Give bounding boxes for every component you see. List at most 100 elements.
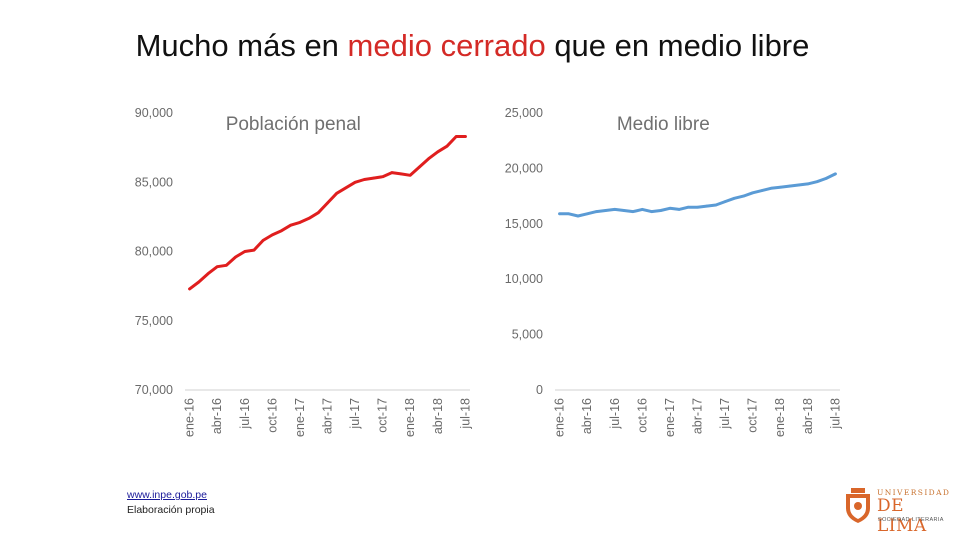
data-point: [436, 150, 440, 154]
x-tick-label: ene-18: [773, 398, 787, 437]
logo-line-2: DE LIMA: [877, 496, 927, 536]
data-point: [797, 183, 800, 187]
data-point: [622, 209, 626, 212]
data-point: [289, 223, 292, 227]
data-point: [335, 192, 338, 195]
data-point: [418, 165, 421, 169]
data-point: [464, 135, 467, 138]
data-point: [188, 287, 191, 291]
data-point: [668, 207, 672, 210]
data-point: [399, 172, 403, 176]
data-point: [197, 280, 201, 284]
universidad-de-lima-logo: UNIVERSIDAD DE LIMA SOCIEDAD LITERARIA: [843, 486, 953, 536]
data-point: [215, 265, 219, 268]
data-point: [390, 171, 394, 174]
chart-title: Medio libre: [617, 114, 710, 135]
y-tick-label: 70,000: [135, 383, 173, 397]
x-tick-label: jul-16: [238, 398, 252, 430]
x-tick-label: jul-17: [348, 398, 362, 430]
x-tick-label: oct-17: [376, 398, 390, 433]
series-line: [188, 135, 467, 291]
data-point: [834, 172, 837, 176]
logo-line-1: UNIVERSIDAD: [877, 488, 951, 497]
x-tick-label: abr-18: [431, 398, 445, 434]
data-point: [723, 200, 727, 203]
data-point: [806, 182, 810, 186]
data-point: [372, 176, 375, 180]
data-point: [631, 210, 635, 213]
data-point: [206, 272, 210, 275]
data-point: [454, 135, 458, 138]
data-point: [271, 233, 274, 237]
title-highlight: medio cerrado: [347, 28, 546, 63]
x-tick-label: ene-16: [553, 398, 567, 437]
data-point: [595, 210, 598, 213]
data-point: [317, 211, 320, 214]
y-tick-label: 0: [536, 383, 543, 397]
source-link[interactable]: www.inpe.gob.pe: [127, 489, 207, 501]
data-point: [687, 205, 690, 209]
data-point: [760, 189, 764, 192]
data-point: [705, 204, 708, 208]
data-point: [280, 229, 283, 232]
title-part-1: Mucho más en: [135, 28, 348, 63]
data-point: [742, 194, 745, 198]
y-tick-label: 75,000: [135, 314, 173, 328]
data-point: [714, 203, 718, 207]
data-point: [381, 175, 385, 178]
x-tick-label: jul-16: [608, 398, 622, 430]
data-point: [696, 205, 699, 209]
data-point: [576, 214, 580, 218]
data-point: [778, 185, 782, 189]
x-tick-label: jul-18: [458, 398, 472, 430]
data-point: [751, 191, 754, 195]
x-tick-label: ene-16: [183, 398, 197, 437]
y-tick-label: 15,000: [505, 217, 543, 231]
data-point: [733, 197, 736, 200]
data-point: [298, 221, 302, 224]
y-tick-label: 85,000: [135, 175, 173, 189]
source-note: Elaboración propia: [127, 504, 215, 516]
data-point: [641, 208, 644, 211]
data-point: [252, 248, 256, 252]
data-point: [225, 264, 228, 267]
data-point: [824, 177, 828, 180]
data-point: [567, 212, 571, 216]
data-point: [650, 210, 653, 213]
data-point: [604, 209, 607, 212]
data-point: [363, 178, 366, 181]
data-point: [261, 239, 265, 242]
x-tick-label: abr-16: [210, 398, 224, 434]
chart-title: Población penal: [226, 114, 361, 135]
data-point: [815, 180, 819, 183]
x-tick-label: jul-17: [718, 398, 732, 430]
data-point: [344, 186, 348, 190]
source-block: www.inpe.gob.pe Elaboración propia: [127, 488, 215, 518]
y-tick-label: 80,000: [135, 245, 173, 259]
data-point: [427, 157, 430, 160]
medio-libre-chart: Medio libre 25,000 20,000 15,000 10,000 5,000…: [505, 106, 843, 437]
x-tick-label: oct-16: [265, 398, 279, 433]
y-tick-label: 5,000: [512, 328, 543, 342]
title-part-2: que en medio libre: [545, 28, 810, 63]
y-tick-label: 10,000: [505, 272, 543, 286]
x-tick-label: abr-17: [691, 398, 705, 434]
data-point: [659, 209, 662, 212]
slide-title: Mucho más en medio cerrado que en medio …: [0, 28, 945, 64]
data-point: [788, 184, 791, 188]
x-tick-label: abr-18: [801, 398, 815, 434]
y-tick-label: 20,000: [505, 161, 543, 175]
x-tick-label: abr-17: [321, 398, 335, 434]
x-tick-label: jul-18: [828, 398, 842, 430]
data-point: [613, 208, 617, 211]
y-tick-label: 25,000: [505, 106, 543, 120]
data-point: [307, 217, 311, 220]
x-tick-label: ene-17: [663, 398, 677, 437]
x-tick-label: abr-16: [580, 398, 594, 434]
data-point: [408, 174, 412, 177]
data-point: [677, 208, 681, 211]
data-point: [353, 181, 357, 184]
x-tick-label: oct-17: [746, 398, 760, 433]
data-point: [445, 144, 449, 148]
x-tick-label: ene-17: [293, 398, 307, 437]
